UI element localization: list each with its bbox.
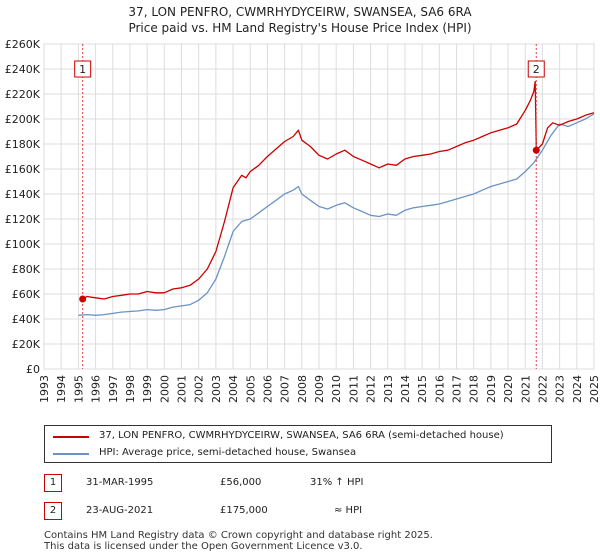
x-tick-label: 2020 xyxy=(502,375,515,403)
y-tick-label: £120K xyxy=(5,213,41,226)
x-tick-label: 2014 xyxy=(399,375,412,403)
x-tick-label: 2008 xyxy=(296,375,309,403)
x-tick-label: 2021 xyxy=(519,375,532,403)
y-tick-label: £240K xyxy=(5,63,41,76)
x-tick-label: 2024 xyxy=(571,375,584,403)
property-price-line xyxy=(82,80,595,300)
legend-swatch-property xyxy=(53,436,89,438)
series xyxy=(78,80,595,316)
hpi-line xyxy=(78,113,595,316)
x-tick-label: 2010 xyxy=(330,375,343,403)
annotation-box xyxy=(74,60,92,78)
y-tick-label: £60K xyxy=(12,288,41,301)
footer-licence: This data is licensed under the Open Gov… xyxy=(44,541,363,552)
x-tick-label: 2001 xyxy=(176,375,189,403)
annotation-label: 1 xyxy=(79,63,86,76)
x-tick-label: 2013 xyxy=(382,375,395,403)
legend-label-hpi: HPI: Average price, semi-detached house,… xyxy=(99,447,357,458)
x-tick-label: 1997 xyxy=(107,375,120,403)
y-tick-label: £0 xyxy=(26,363,40,376)
x-tick-label: 2005 xyxy=(244,375,257,403)
sale-marker xyxy=(532,146,540,154)
y-tick-label: £20K xyxy=(12,338,41,351)
x-tick-label: 2017 xyxy=(451,375,464,403)
chart-subtitle: Price paid vs. HM Land Registry's House … xyxy=(128,21,472,35)
transaction-hpi: ≈ HPI xyxy=(334,505,363,516)
x-tick-label: 2007 xyxy=(279,375,292,403)
x-tick-label: 2025 xyxy=(588,375,600,403)
y-tick-label: £260K xyxy=(5,38,41,51)
transaction-date: 23-AUG-2021 xyxy=(86,505,154,516)
y-tick-label: £180K xyxy=(5,138,41,151)
x-tick-label: 2015 xyxy=(416,375,429,403)
transaction-number: 2 xyxy=(44,502,62,520)
price-chart: £0 £20K £40K £60K £80K £100K £120K £140K £160K £1… xyxy=(5,38,600,403)
transaction-hpi: 31% ↑ HPI xyxy=(310,477,364,488)
annotation-box xyxy=(527,60,545,78)
legend-label-property: 37, LON PENFRO, CWMRHYDYCEIRW, SWANSEA, … xyxy=(99,430,504,441)
footer-copyright: Contains HM Land Registry data © Crown c… xyxy=(44,530,433,541)
x-tick-label: 1999 xyxy=(141,375,154,403)
y-tick-label: £200K xyxy=(5,113,41,126)
x-tick-label: 2023 xyxy=(554,375,567,403)
x-tick-label: 1995 xyxy=(72,375,85,403)
x-tick-label: 2002 xyxy=(193,375,206,403)
x-tick-label: 2022 xyxy=(536,375,549,403)
legend: 37, LON PENFRO, CWMRHYDYCEIRW, SWANSEA, … xyxy=(44,425,552,463)
x-axis-labels: 1993 1994 1995 1996 1997 1998 1999 2000 2001 2002… xyxy=(38,375,600,403)
x-tick-label: 2012 xyxy=(365,375,378,403)
transaction-number: 1 xyxy=(44,474,62,492)
footer: Contains HM Land Registry data © Crown c… xyxy=(44,530,433,552)
x-tick-label: 2000 xyxy=(158,375,171,403)
x-tick-label: 2009 xyxy=(313,375,326,403)
y-tick-label: £140K xyxy=(5,188,41,201)
x-tick-label: 2011 xyxy=(347,375,360,403)
x-tick-label: 2004 xyxy=(227,375,240,403)
x-tick-label: 1993 xyxy=(38,375,51,403)
x-tick-label: 2006 xyxy=(261,375,274,403)
transaction-price: £56,000 xyxy=(220,477,262,488)
transaction-price: £175,000 xyxy=(220,505,268,516)
transaction-date: 31-MAR-1995 xyxy=(86,477,154,488)
y-tick-label: £40K xyxy=(12,313,41,326)
annotation-label: 2 xyxy=(533,63,540,76)
legend-swatch-hpi xyxy=(53,453,89,455)
y-tick-label: £220K xyxy=(5,88,41,101)
chart-title: 37, LON PENFRO, CWMRHYDYCEIRW, SWANSEA, … xyxy=(128,5,472,19)
grid xyxy=(43,43,595,370)
sale-marker xyxy=(79,295,87,303)
x-tick-label: 2003 xyxy=(210,375,223,403)
x-tick-label: 2019 xyxy=(485,375,498,403)
y-tick-label: £80K xyxy=(12,263,41,276)
x-tick-label: 2018 xyxy=(468,375,481,403)
x-tick-label: 1994 xyxy=(55,375,68,403)
x-tick-label: 2016 xyxy=(433,375,446,403)
y-tick-label: £100K xyxy=(5,238,41,251)
y-tick-label: £160K xyxy=(5,163,41,176)
x-tick-label: 1996 xyxy=(90,375,103,403)
x-tick-label: 1998 xyxy=(124,375,137,403)
y-axis-labels: £0 £20K £40K £60K £80K £100K £120K £140K £160K £1… xyxy=(5,38,41,376)
